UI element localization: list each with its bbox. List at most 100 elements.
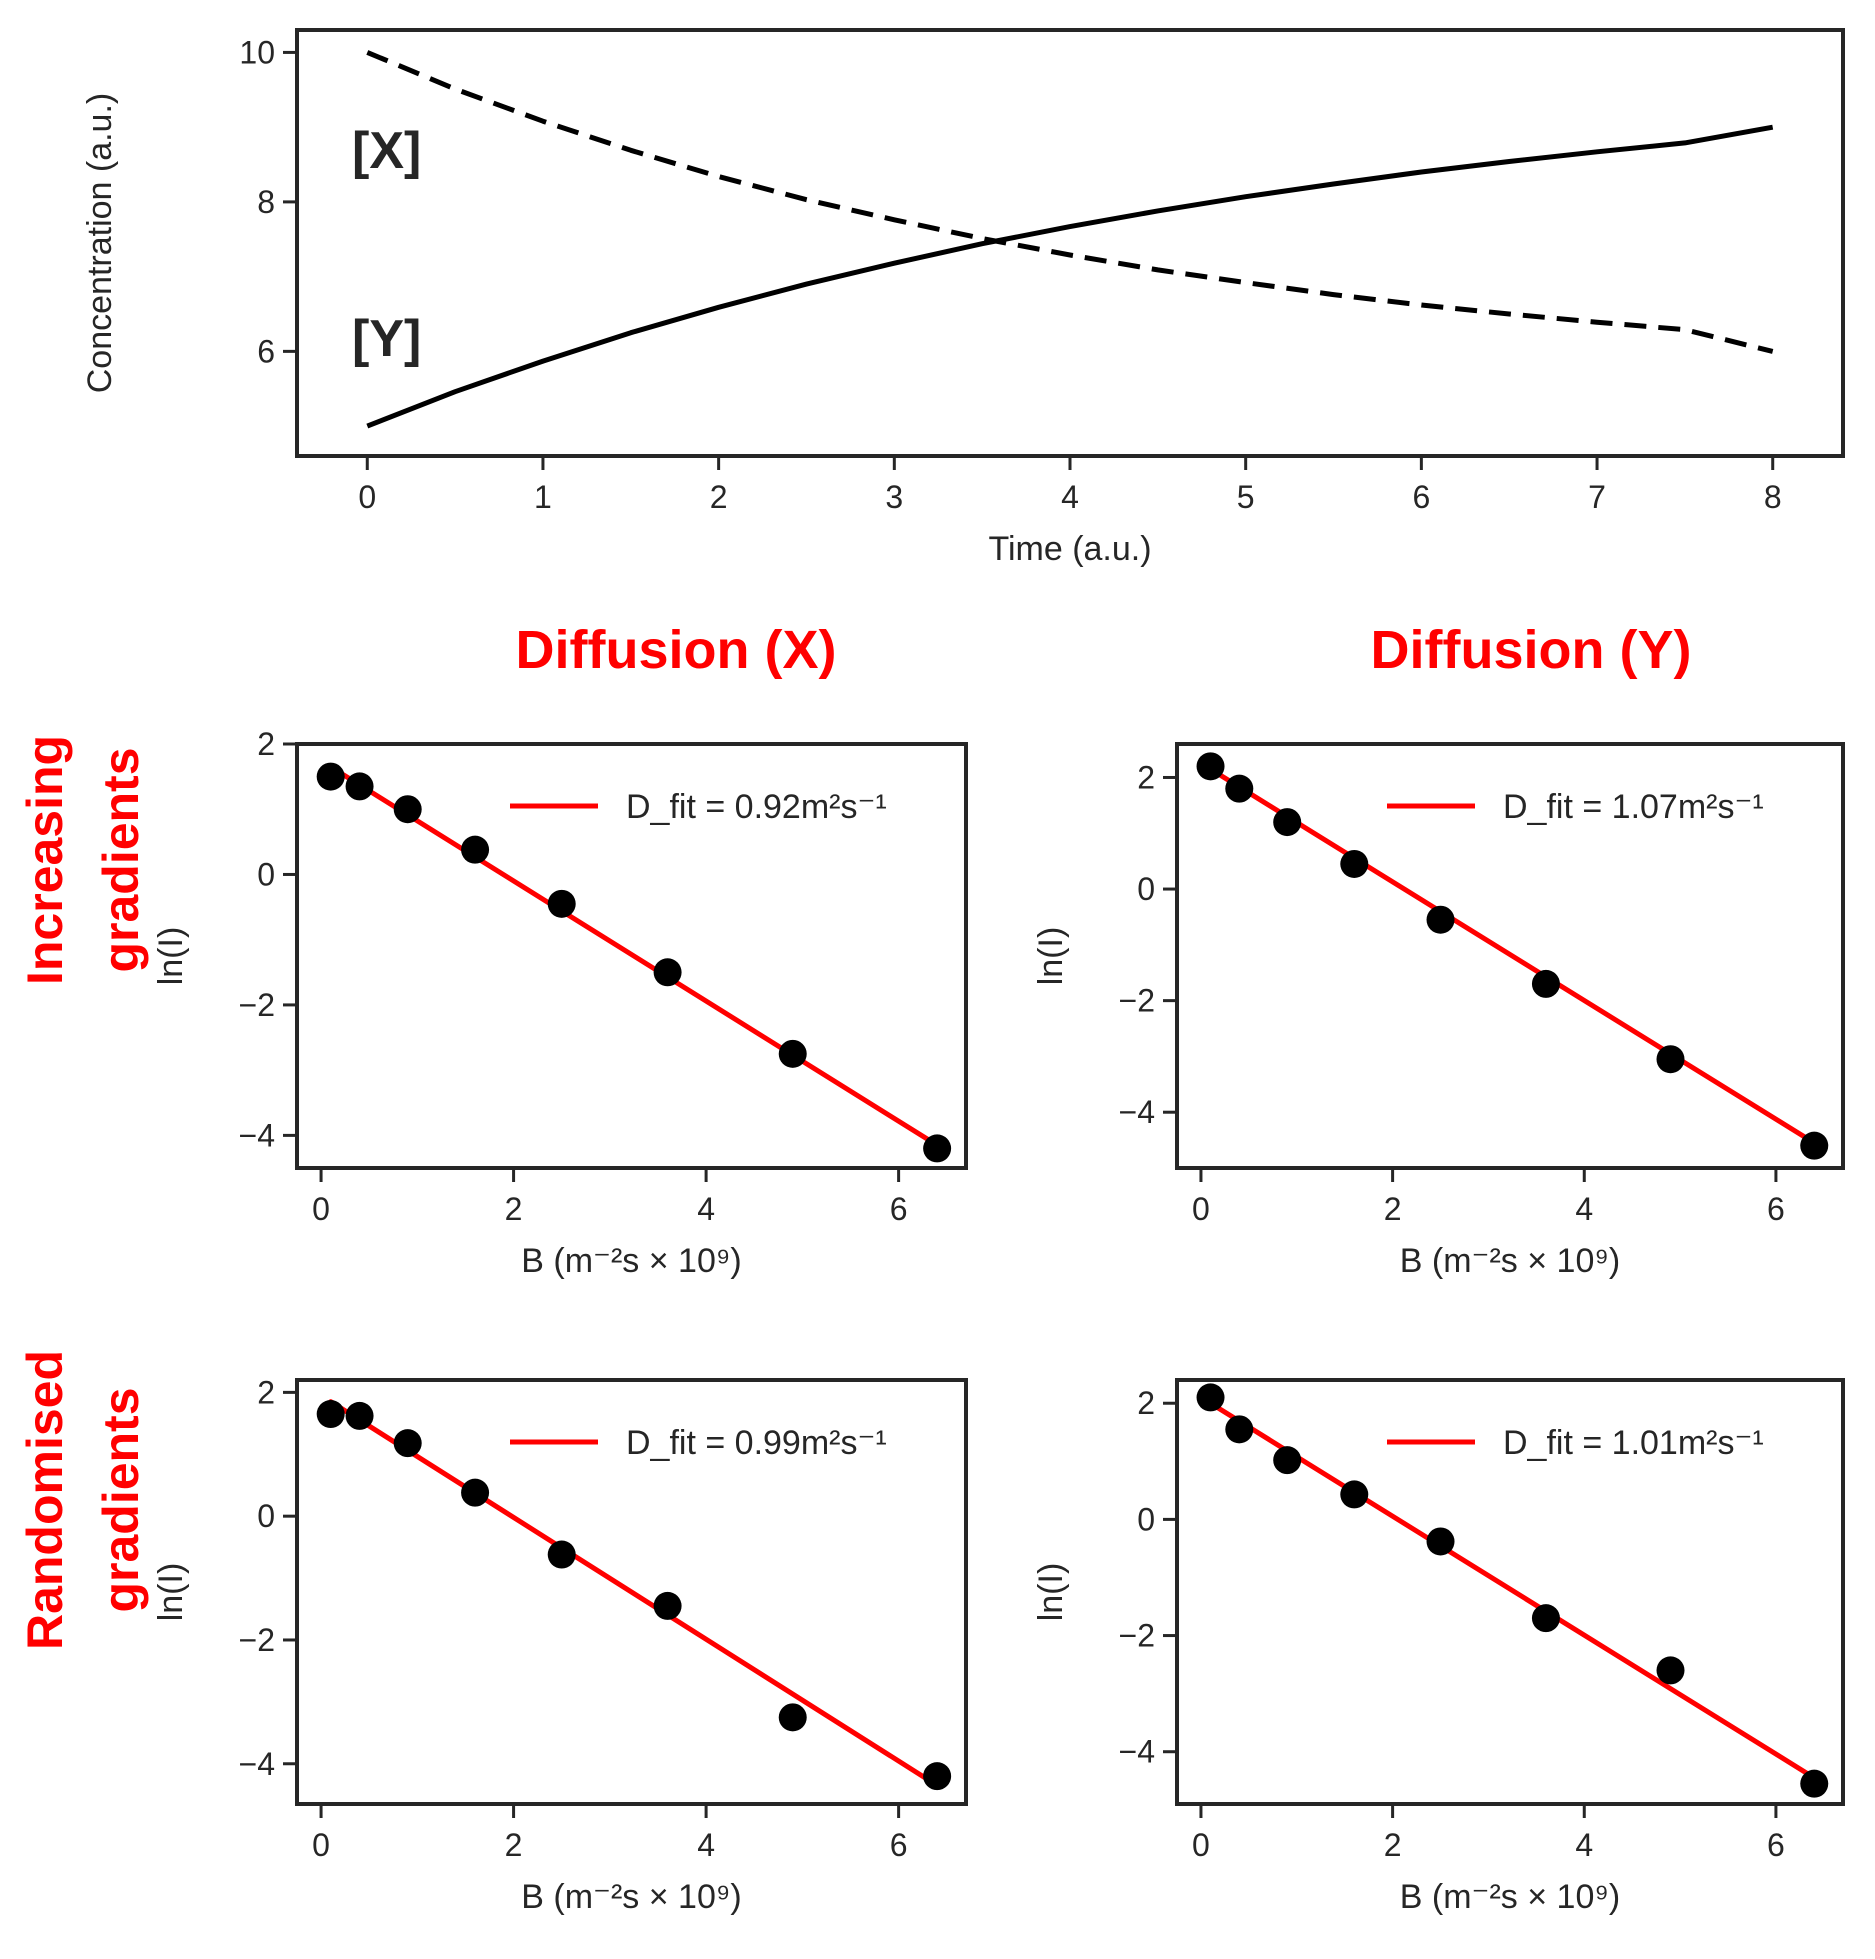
diffusion-y-randomised-ytick-label-1: 0: [1137, 1501, 1155, 1537]
diffusion-y-increasing-point-6: [1656, 1045, 1685, 1074]
diffusion-x-increasing-legend-label: D_fit = 0.92m²s⁻¹: [626, 788, 887, 826]
diffusion-y-randomised-point-1: [1225, 1415, 1254, 1444]
diffusion-y-increasing-point-1: [1225, 774, 1254, 803]
diffusion-y-increasing-xtick-label-1: 2: [1384, 1191, 1402, 1227]
diffusion-y-increasing-legend-label: D_fit = 1.07m²s⁻¹: [1503, 788, 1764, 826]
diffusion-y-increasing-point-5: [1531, 969, 1560, 998]
diffusion-x-randomised-point-6: [778, 1703, 807, 1732]
diffusion-y-randomised-fit-line: [1208, 1400, 1817, 1781]
concentration-chart-ylabel: Concentration (a.u.): [81, 93, 119, 394]
concentration-chart-ytick-label-0: 6: [257, 333, 275, 369]
concentration-chart-xtick-label-5: 5: [1237, 479, 1255, 515]
diffusion-y-randomised-point-0: [1196, 1383, 1225, 1412]
diffusion-x-increasing-axes: 0 2 4 6 2 0 −2 −4: [239, 726, 908, 1227]
diffusion-x-randomised-point-3: [461, 1478, 490, 1507]
concentration-chart-xtick-label-6: 6: [1412, 479, 1430, 515]
diffusion-y-randomised-point-2: [1273, 1446, 1302, 1475]
diffusion-x-increasing-point-7: [923, 1134, 952, 1163]
diffusion-y-increasing-ytick-label-0: 2: [1137, 759, 1155, 795]
diffusion-x-randomised-point-5: [653, 1591, 682, 1620]
diffusion-x-randomised-ytick-label-0: 2: [257, 1374, 275, 1410]
diffusion-x-increasing-ytick-label-1: 0: [257, 856, 275, 892]
diffusion-y-increasing-ylabel: ln(I): [1032, 927, 1070, 986]
concentration-chart-ytick-label-2: 10: [239, 34, 275, 70]
concentration-chart-xtick-label-1: 1: [534, 479, 552, 515]
diffusion-y-randomised-frame: [1175, 1378, 1845, 1806]
row-title-randomised: Randomised gradients: [17, 1350, 149, 1650]
row-title-increasing: Increasing gradients: [17, 735, 149, 985]
diffusion-y-increasing-axes: 0 2 4 6 2 0 −2 −4: [1119, 759, 1785, 1227]
diffusion-x-randomised-xtick-label-2: 4: [697, 1827, 715, 1863]
diffusion-y-increasing-xtick-label-2: 4: [1575, 1191, 1593, 1227]
row-title-increasing-line1: Increasing: [17, 735, 73, 985]
diffusion-y-randomised-ytick-label-0: 2: [1137, 1385, 1155, 1421]
diffusion-y-increasing-point-2: [1273, 808, 1302, 837]
diffusion-x-increasing-point-3: [461, 835, 490, 864]
diffusion-x-increasing-point-4: [547, 889, 576, 918]
diffusion-x-increasing-fit-line: [328, 764, 940, 1148]
concentration-chart-xtick-label-0: 0: [358, 479, 376, 515]
diffusion-y-randomised-legend-label: D_fit = 1.01m²s⁻¹: [1503, 1424, 1764, 1462]
diffusion-x-randomised-xtick-label-1: 2: [505, 1827, 523, 1863]
diffusion-y-randomised-point-5: [1531, 1604, 1560, 1633]
concentration-chart-frame: [295, 28, 1845, 458]
column-title-y: Diffusion (Y): [1371, 620, 1692, 680]
diffusion-x-increasing-point-0: [316, 762, 345, 791]
concentration-chart-annotation-y: [Y]: [352, 310, 421, 368]
diffusion-x-randomised-ytick-label-2: −2: [239, 1622, 275, 1658]
diffusion-y-randomised-xlabel: B (m⁻²s × 10⁹): [1400, 1878, 1621, 1916]
diffusion-x-increasing-xtick-label-0: 0: [312, 1191, 330, 1227]
diffusion-y-increasing-ytick-label-2: −2: [1119, 983, 1155, 1019]
diffusion-x-randomised-axes: 0 2 4 6 2 0 −2 −4: [239, 1374, 908, 1863]
diffusion-y-randomised-xtick-label-1: 2: [1384, 1827, 1402, 1863]
concentration-chart-xtick-label-8: 8: [1764, 479, 1782, 515]
concentration-chart-axes: 0 1 2 3 4 5 6 7 8 6 8 10: [239, 34, 1781, 515]
diffusion-x-randomised-ylabel: ln(I): [152, 1563, 190, 1622]
diffusion-x-randomised-legend-label: D_fit = 0.99m²s⁻¹: [626, 1424, 887, 1462]
diffusion-y-randomised-point-6: [1656, 1656, 1685, 1685]
concentration-chart-ytick-label-1: 8: [257, 184, 275, 220]
diffusion-x-increasing-point-6: [778, 1039, 807, 1068]
diffusion-x-increasing-xtick-label-2: 4: [697, 1191, 715, 1227]
diffusion-x-increasing-xlabel: B (m⁻²s × 10⁹): [521, 1242, 742, 1280]
diffusion-x-increasing-xtick-label-3: 6: [890, 1191, 908, 1227]
diffusion-x-randomised-xtick-label-0: 0: [312, 1827, 330, 1863]
diffusion-x-randomised-fit-line: [328, 1399, 940, 1788]
diffusion-y-randomised-axes: 0 2 4 6 2 0 −2 −4: [1119, 1385, 1785, 1863]
diffusion-y-increasing-frame: [1175, 742, 1845, 1170]
diffusion-y-increasing-ytick-label-3: −4: [1119, 1094, 1155, 1130]
diffusion-y-randomised-xtick-label-3: 6: [1767, 1827, 1785, 1863]
diffusion-y-increasing-point-7: [1800, 1131, 1829, 1160]
diffusion-x-randomised-xtick-label-3: 6: [890, 1827, 908, 1863]
diffusion-x-randomised-point-4: [547, 1540, 576, 1569]
diffusion-y-randomised-xtick-label-0: 0: [1192, 1827, 1210, 1863]
concentration-chart-xlabel: Time (a.u.): [988, 530, 1151, 568]
diffusion-x-increasing-xtick-label-1: 2: [505, 1191, 523, 1227]
diffusion-y-randomised-ytick-label-2: −2: [1119, 1618, 1155, 1654]
diffusion-y-increasing-point-4: [1426, 905, 1455, 934]
diffusion-x-randomised-ytick-label-1: 0: [257, 1498, 275, 1534]
diffusion-x-randomised-point-7: [923, 1762, 952, 1791]
diffusion-x-increasing-ytick-label-0: 2: [257, 726, 275, 762]
concentration-chart-xtick-label-2: 2: [710, 479, 728, 515]
diffusion-x-increasing-point-2: [393, 795, 422, 824]
diffusion-x-increasing-ytick-label-3: −4: [239, 1117, 275, 1153]
diffusion-y-increasing-xtick-label-0: 0: [1192, 1191, 1210, 1227]
diffusion-x-randomised-point-1: [345, 1401, 374, 1430]
diffusion-y-increasing-point-3: [1340, 849, 1369, 878]
concentration-chart-xtick-label-7: 7: [1588, 479, 1606, 515]
diffusion-y-randomised-point-4: [1426, 1527, 1455, 1556]
diffusion-y-increasing-point-0: [1196, 752, 1225, 781]
diffusion-y-randomised-point-7: [1800, 1769, 1829, 1798]
row-title-randomised-line1: Randomised: [17, 1350, 73, 1650]
diffusion-x-randomised-point-2: [393, 1429, 422, 1458]
diffusion-x-randomised-frame: [295, 1378, 968, 1806]
diffusion-x-increasing-ylabel: ln(I): [152, 927, 190, 986]
diffusion-y-increasing-xtick-label-3: 6: [1767, 1191, 1785, 1227]
row-title-randomised-line2: gradients: [93, 1387, 149, 1612]
diffusion-x-increasing-point-5: [653, 958, 682, 987]
diffusion-x-increasing-point-1: [345, 772, 374, 801]
diffusion-y-randomised-point-3: [1340, 1480, 1369, 1509]
concentration-chart-series-dashed-line: [366, 50, 1774, 354]
